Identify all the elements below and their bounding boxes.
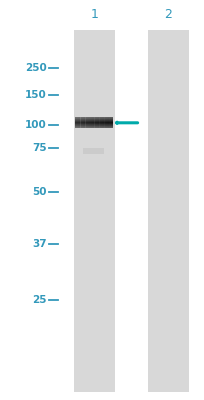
Bar <box>75 124 113 125</box>
Bar <box>88 117 89 128</box>
Text: 100: 100 <box>25 120 47 130</box>
Bar <box>75 117 113 118</box>
Bar <box>75 120 113 121</box>
Bar <box>78 117 79 128</box>
Bar <box>75 119 113 120</box>
Bar <box>83 117 84 128</box>
Bar <box>75 126 113 127</box>
Bar <box>94 117 95 128</box>
Bar <box>75 122 113 123</box>
Bar <box>86 117 88 128</box>
Bar <box>103 117 104 128</box>
Bar <box>75 120 113 121</box>
Bar <box>75 126 113 127</box>
Bar <box>104 117 105 128</box>
Bar <box>89 117 90 128</box>
Bar <box>95 117 96 128</box>
Bar <box>108 117 109 128</box>
Bar <box>75 118 113 119</box>
Bar <box>75 121 113 122</box>
Bar <box>75 124 113 125</box>
Bar <box>98 117 99 128</box>
Bar <box>85 117 86 128</box>
Bar <box>101 117 103 128</box>
Bar <box>93 117 94 128</box>
Text: 75: 75 <box>32 143 47 153</box>
Bar <box>80 117 81 128</box>
Bar <box>111 117 113 128</box>
Text: 37: 37 <box>32 239 47 249</box>
Bar <box>109 117 110 128</box>
Text: 150: 150 <box>25 90 47 100</box>
Text: 250: 250 <box>25 63 47 73</box>
Bar <box>91 117 93 128</box>
Bar <box>106 117 108 128</box>
Bar <box>75 117 113 118</box>
Text: 50: 50 <box>32 187 47 197</box>
Bar <box>99 117 100 128</box>
Bar <box>75 127 113 128</box>
Bar <box>81 117 83 128</box>
Bar <box>79 117 80 128</box>
Bar <box>75 121 113 122</box>
Bar <box>84 117 85 128</box>
Text: 2: 2 <box>163 8 171 20</box>
Bar <box>110 117 112 128</box>
Bar <box>75 123 113 124</box>
Bar <box>75 118 113 119</box>
Bar <box>105 117 107 128</box>
Bar <box>75 121 113 122</box>
Bar <box>147 30 188 392</box>
Bar <box>100 117 102 128</box>
Bar <box>75 127 113 128</box>
Bar <box>75 119 113 120</box>
Bar <box>96 117 98 128</box>
Bar <box>76 117 78 128</box>
Bar <box>75 117 76 128</box>
Bar <box>75 125 113 126</box>
Bar <box>75 119 113 120</box>
Bar <box>83 148 103 154</box>
Text: 25: 25 <box>32 295 47 305</box>
Bar <box>75 122 113 123</box>
Bar <box>75 118 113 119</box>
Bar <box>90 117 92 128</box>
Bar <box>75 117 113 118</box>
Text: 1: 1 <box>90 8 98 20</box>
Bar <box>75 123 113 124</box>
Bar <box>75 125 113 126</box>
Bar <box>73 30 114 392</box>
